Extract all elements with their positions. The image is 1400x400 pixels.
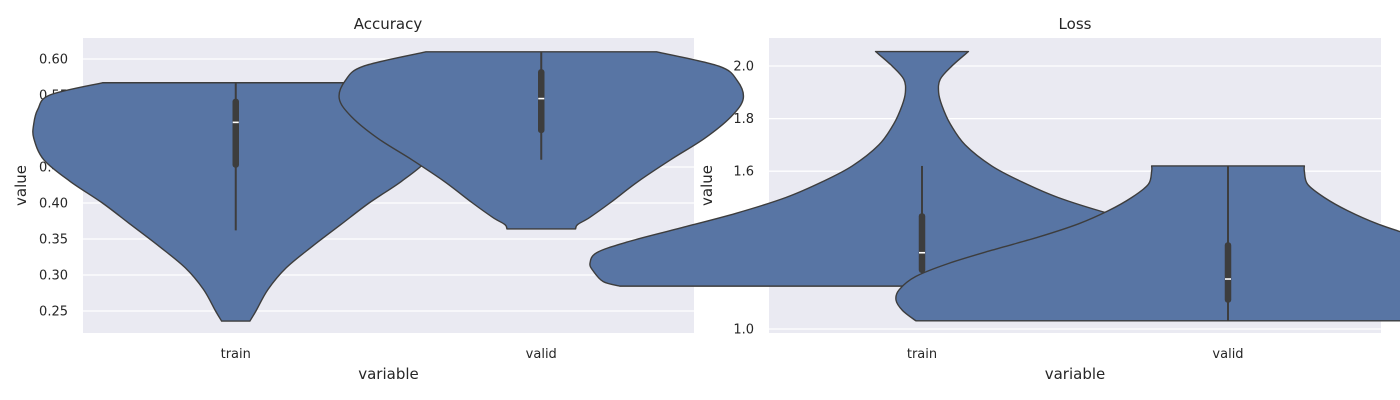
y-tick-label: 2.0 <box>733 60 754 75</box>
x-tick-label: train <box>221 347 251 362</box>
y-axis-label: value <box>12 165 30 206</box>
iqr-box-valid <box>1224 242 1232 303</box>
x-tick-label: train <box>907 347 937 362</box>
violin-valid <box>895 165 1400 322</box>
iqr-box-train <box>918 213 926 273</box>
iqr-box-train <box>232 98 239 168</box>
chart-title: Loss <box>1059 15 1092 33</box>
y-tick-label: 0.30 <box>39 269 68 284</box>
panel-accuracy: 0.250.300.350.400.450.500.550.60Accuracy… <box>12 15 745 383</box>
x-axis-label: variable <box>1045 365 1106 383</box>
x-tick-label: valid <box>1212 347 1243 362</box>
x-tick-label: valid <box>526 347 557 362</box>
chart-title: Accuracy <box>354 15 423 33</box>
y-tick-label: 0.25 <box>39 305 68 320</box>
y-tick-label: 0.35 <box>39 233 68 248</box>
y-axis-label: value <box>698 165 716 206</box>
y-tick-label: 0.40 <box>39 197 68 212</box>
panel-loss: 1.01.21.41.61.82.0Lossvaluevariabletrain… <box>589 15 1400 383</box>
y-tick-label: 1.6 <box>733 165 754 180</box>
y-tick-label: 1.0 <box>733 323 754 338</box>
iqr-box-valid <box>538 69 545 134</box>
y-tick-label: 1.8 <box>733 112 754 127</box>
y-tick-label: 0.60 <box>39 53 68 68</box>
x-axis-label: variable <box>358 365 419 383</box>
